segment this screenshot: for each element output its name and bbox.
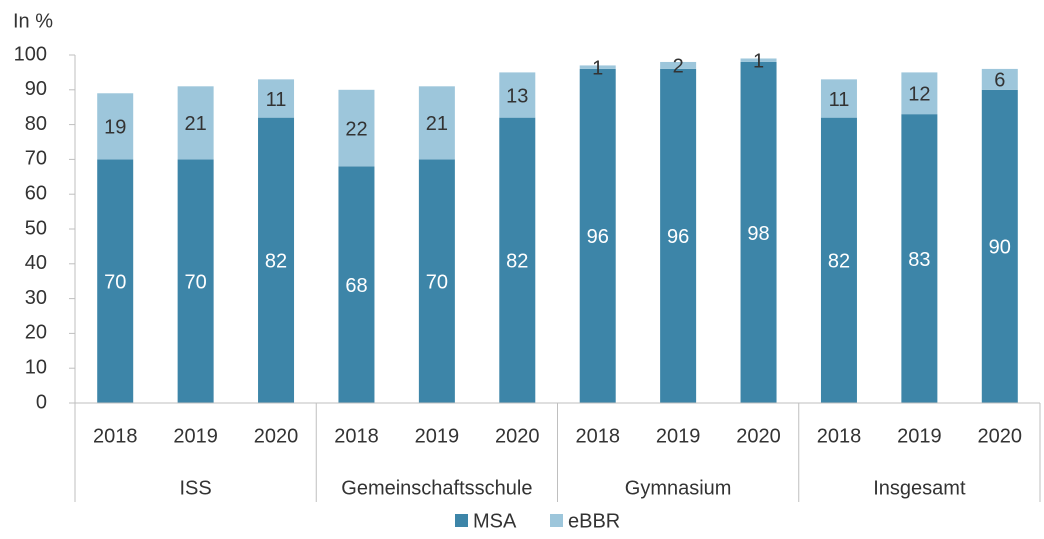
x-tick-label: 2020 <box>254 425 299 447</box>
x-tick-label: 2019 <box>897 425 942 447</box>
x-tick-label: 2019 <box>173 425 218 447</box>
bar-segment <box>97 159 134 403</box>
bar-segment <box>660 61 697 69</box>
bar-segment <box>820 117 857 403</box>
group-label: ISS <box>180 477 212 499</box>
data-label: 12 <box>908 84 930 106</box>
bar-segment <box>740 61 777 404</box>
bar-segment <box>338 166 375 403</box>
data-label: 98 <box>747 223 769 245</box>
group-label: Insgesamt <box>873 477 966 499</box>
data-label: 70 <box>104 271 126 293</box>
bar-segment <box>740 58 777 62</box>
y-tick-label: 80 <box>25 113 47 135</box>
y-tick-label: 100 <box>14 43 47 65</box>
data-label: 96 <box>587 226 609 248</box>
bar-segment <box>258 79 295 118</box>
y-tick-label: 10 <box>25 356 47 378</box>
bar-segment <box>418 86 455 160</box>
x-tick-label: 2018 <box>93 425 138 447</box>
x-tick-label: 2020 <box>495 425 540 447</box>
y-axis-label: In % <box>13 10 53 32</box>
bar-segment <box>981 68 1018 90</box>
data-label: 19 <box>104 117 126 139</box>
legend-swatch <box>455 514 468 527</box>
data-label: 70 <box>426 271 448 293</box>
x-tick-label: 2018 <box>817 425 862 447</box>
y-tick-label: 60 <box>25 182 47 204</box>
data-label: 21 <box>426 113 448 135</box>
data-label: 82 <box>265 251 287 273</box>
y-tick-label: 40 <box>25 252 47 274</box>
data-label: 82 <box>506 251 528 273</box>
bar-segment <box>177 159 214 403</box>
x-tick-label: 2019 <box>415 425 460 447</box>
x-tick-label: 2019 <box>656 425 701 447</box>
data-label: 6 <box>994 70 1005 92</box>
bar-segment <box>177 86 214 160</box>
y-tick-label: 30 <box>25 287 47 309</box>
x-tick-label: 2020 <box>736 425 781 447</box>
bar-segment <box>901 72 938 115</box>
data-label: 22 <box>345 118 367 140</box>
bar-segment <box>418 159 455 403</box>
data-label: 96 <box>667 226 689 248</box>
y-tick-label: 90 <box>25 78 47 100</box>
data-label: 1 <box>753 51 764 73</box>
y-tick-label: 70 <box>25 148 47 170</box>
data-label: 90 <box>989 237 1011 259</box>
data-label: 11 <box>266 89 287 111</box>
x-tick-label: 2020 <box>978 425 1023 447</box>
bar-segment <box>97 93 134 160</box>
data-label: 11 <box>829 89 850 111</box>
legend-label: MSA <box>473 510 517 532</box>
x-tick-label: 2018 <box>575 425 620 447</box>
data-label: 13 <box>506 85 528 107</box>
data-label: 21 <box>185 113 207 135</box>
bar-segment <box>579 65 616 69</box>
group-label: Gymnasium <box>625 477 732 499</box>
data-label: 2 <box>673 56 684 78</box>
x-tick-label: 2018 <box>334 425 379 447</box>
bar-segment <box>660 68 697 404</box>
legend-swatch <box>550 514 563 527</box>
legend-label: eBBR <box>568 510 620 532</box>
data-label: 82 <box>828 251 850 273</box>
y-tick-label: 0 <box>36 391 47 413</box>
bar-segment <box>579 68 616 404</box>
group-label: Gemeinschaftsschule <box>341 477 532 499</box>
bar-segment <box>981 89 1018 404</box>
bar-segment <box>258 117 295 403</box>
bar-segment <box>338 89 375 167</box>
bar-segment <box>499 72 536 118</box>
bar-segment <box>499 117 536 403</box>
data-label: 83 <box>908 249 930 271</box>
y-tick-label: 20 <box>25 322 47 344</box>
data-label: 68 <box>345 275 367 297</box>
y-tick-label: 50 <box>25 217 47 239</box>
bar-segment <box>901 114 938 403</box>
data-label: 70 <box>185 271 207 293</box>
bar-segment <box>820 79 857 118</box>
data-label: 1 <box>592 57 603 79</box>
